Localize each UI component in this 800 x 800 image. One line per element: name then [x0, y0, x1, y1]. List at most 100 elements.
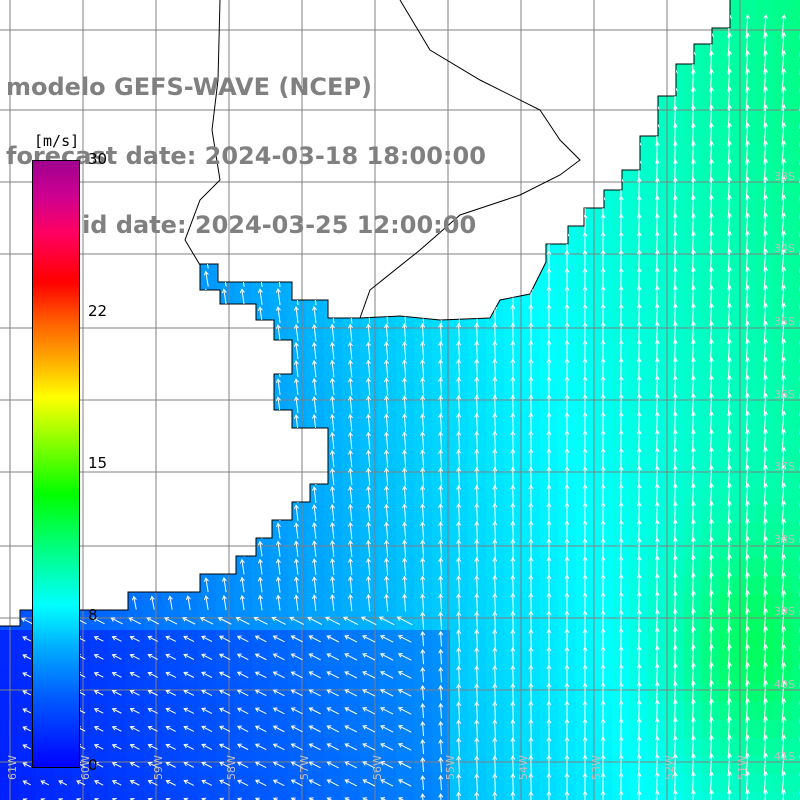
- wind-cell: [504, 252, 522, 270]
- wind-cell: [792, 216, 800, 234]
- wind-arrow: [637, 34, 641, 56]
- wind-arrow: [583, 88, 587, 109]
- wind-cell: [198, 306, 216, 324]
- wind-cell: [108, 396, 126, 414]
- wind-cell: [594, 90, 612, 108]
- wind-cell: [648, 54, 666, 72]
- wind-cell: [594, 18, 612, 36]
- wind-arrow: [565, 125, 569, 146]
- wind-cell: [504, 72, 522, 90]
- wind-arrow: [493, 89, 497, 109]
- wind-cell: [504, 144, 522, 162]
- wind-cell: [252, 324, 270, 342]
- wind-cell: [270, 450, 288, 468]
- wind-arrow: [583, 34, 587, 55]
- wind-cell: [126, 324, 144, 342]
- wind-cell: [108, 306, 126, 324]
- wind-cell: [594, 36, 612, 54]
- wind-arrow: [493, 143, 497, 163]
- wind-cell: [108, 432, 126, 450]
- wind-cell: [630, 108, 648, 126]
- wind-cell: [612, 0, 630, 18]
- wind-arrow: [565, 53, 569, 74]
- wind-cell: [504, 36, 522, 54]
- wind-cell: [234, 324, 252, 342]
- wind-cell: [594, 108, 612, 126]
- wind-cell: [126, 0, 144, 18]
- wind-cell: [504, 90, 522, 108]
- wind-cell: [504, 126, 522, 144]
- wind-cell: [216, 540, 234, 558]
- wind-cell: [162, 486, 180, 504]
- wind-cell: [666, 0, 684, 18]
- wind-cell: [162, 540, 180, 558]
- wind-cell: [594, 126, 612, 144]
- wind-cell: [270, 792, 288, 800]
- wind-cell: [522, 144, 540, 162]
- wind-cell: [0, 360, 18, 378]
- wind-cell: [144, 540, 162, 558]
- wind-arrow: [583, 16, 587, 37]
- wind-cell: [162, 450, 180, 468]
- wind-arrow: [601, 124, 605, 145]
- wind-cell: [144, 378, 162, 396]
- wind-cell: [324, 306, 342, 324]
- wind-cell: [126, 540, 144, 558]
- wind-cell: [522, 36, 540, 54]
- wind-cell: [234, 792, 252, 800]
- wind-cell: [558, 180, 576, 198]
- wind-cell: [252, 0, 270, 18]
- wind-cell: [540, 144, 558, 162]
- wind-cell: [702, 0, 720, 18]
- wind-cell: [486, 36, 504, 54]
- wind-cell: [540, 72, 558, 90]
- wind-cell: [234, 540, 252, 558]
- wind-cell: [504, 54, 522, 72]
- wind-cell: [126, 522, 144, 540]
- wind-cell: [234, 306, 252, 324]
- wind-cell: [162, 792, 180, 800]
- wind-cell: [576, 126, 594, 144]
- wind-cell: [252, 414, 270, 432]
- wind-cell: [162, 576, 180, 594]
- wind-cell: [144, 414, 162, 432]
- wind-cell: [486, 216, 504, 234]
- wind-cell: [270, 486, 288, 504]
- wind-cell: [198, 396, 216, 414]
- wind-cell: [594, 72, 612, 90]
- wind-cell: [108, 594, 126, 612]
- wind-cell: [234, 504, 252, 522]
- wind-cell: [144, 342, 162, 360]
- wind-cell: [108, 324, 126, 342]
- wind-cell: [522, 108, 540, 126]
- wind-arrow: [547, 71, 551, 92]
- wind-cell: [180, 522, 198, 540]
- wind-cell: [270, 468, 288, 486]
- wind-cell: [792, 486, 800, 504]
- wind-cell: [216, 360, 234, 378]
- wind-cell: [630, 72, 648, 90]
- wind-arrow: [655, 16, 659, 38]
- wind-cell: [0, 522, 18, 540]
- wind-cell: [792, 72, 800, 90]
- wind-arrow: [655, 70, 659, 92]
- wind-cell: [108, 540, 126, 558]
- wind-cell: [522, 18, 540, 36]
- wind-cell: [216, 792, 234, 800]
- wind-cell: [0, 450, 18, 468]
- wind-cell: [108, 378, 126, 396]
- wind-cell: [378, 0, 396, 18]
- wind-cell: [252, 270, 270, 288]
- wind-cell: [612, 162, 630, 180]
- wind-cell: [612, 126, 630, 144]
- wind-cell: [270, 342, 288, 360]
- wind-cell: [522, 126, 540, 144]
- wind-cell: [216, 396, 234, 414]
- wind-cell: [504, 162, 522, 180]
- wind-cell: [648, 18, 666, 36]
- wind-cell: [450, 270, 468, 288]
- wind-cell: [522, 162, 540, 180]
- wind-cell: [522, 252, 540, 270]
- wind-cell: [792, 288, 800, 306]
- wind-arrow: [547, 161, 551, 181]
